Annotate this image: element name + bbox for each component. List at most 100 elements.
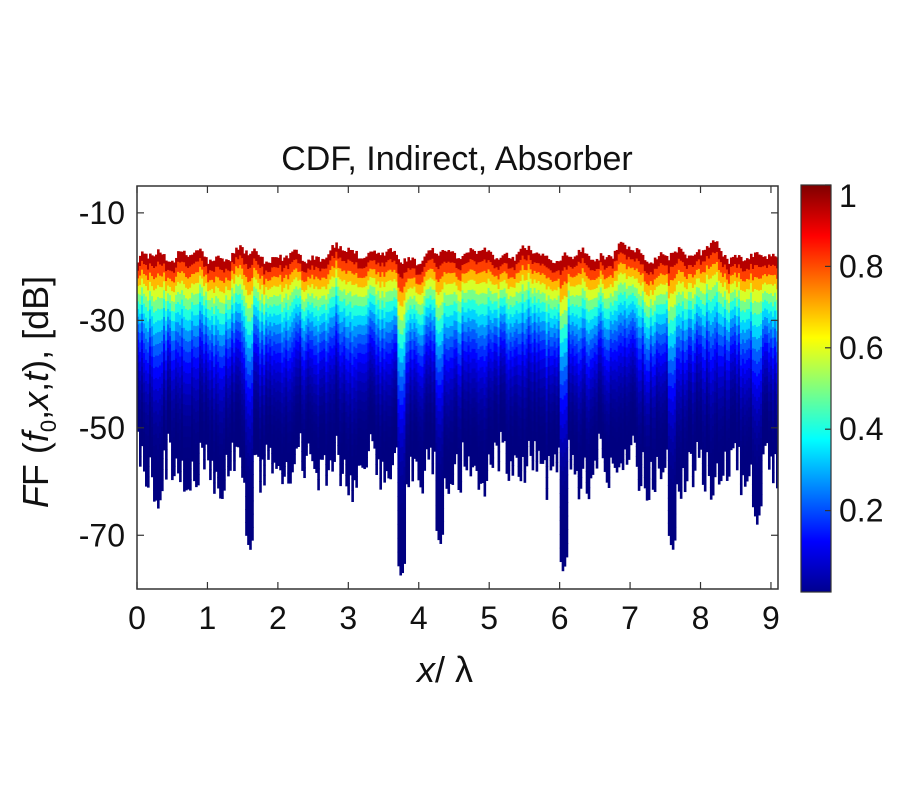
heatmap-cell <box>433 433 437 443</box>
heatmap-cell <box>247 294 250 309</box>
heatmap-cell <box>215 412 218 424</box>
heatmap-cell <box>455 391 459 401</box>
heatmap-cell <box>387 249 390 261</box>
heatmap-cell <box>445 251 449 263</box>
heatmap-cell <box>241 414 244 426</box>
heatmap-cell <box>137 339 140 348</box>
heatmap-cell <box>419 395 423 407</box>
heatmap-cell <box>159 409 162 422</box>
heatmap-cell <box>365 256 368 267</box>
heatmap-cell <box>283 337 286 348</box>
heatmap-cell <box>369 417 372 426</box>
heatmap-cell <box>185 404 188 416</box>
heatmap-cell <box>221 291 224 303</box>
heatmap-cell <box>307 367 310 377</box>
heatmap-cell <box>383 358 386 370</box>
heatmap-cell <box>189 297 192 310</box>
heatmap-cell <box>377 374 380 385</box>
heatmap-cell <box>171 429 174 441</box>
heatmap-cell <box>289 367 292 380</box>
heatmap-cell <box>199 292 202 303</box>
heatmap-cell <box>413 385 417 396</box>
heatmap-cell <box>251 474 254 489</box>
heatmap-cell <box>547 401 551 412</box>
heatmap-cell <box>351 272 354 285</box>
heatmap-cell <box>517 415 521 426</box>
heatmap-cell <box>567 306 571 316</box>
heatmap-cell <box>321 404 324 415</box>
heatmap-cell <box>353 263 356 275</box>
heatmap-cell <box>559 260 563 275</box>
heatmap-cell <box>313 297 316 308</box>
heatmap-cell <box>143 421 146 433</box>
heatmap-cell <box>203 314 206 325</box>
heatmap-cell <box>171 360 174 371</box>
heatmap-cell <box>371 432 374 442</box>
heatmap-cell <box>509 258 513 269</box>
heatmap-cell <box>229 308 232 319</box>
heatmap-cell <box>147 383 150 395</box>
heatmap-cell <box>321 258 324 269</box>
heatmap-cell <box>209 349 212 361</box>
heatmap-cell <box>141 339 144 350</box>
heatmap-cell <box>555 395 559 406</box>
heatmap-cell <box>297 385 300 395</box>
heatmap-cell <box>481 419 485 431</box>
heatmap-cell <box>163 396 166 406</box>
heatmap-cell <box>523 322 527 334</box>
heatmap-cell <box>361 324 364 335</box>
heatmap-cell <box>511 346 515 357</box>
heatmap-cell <box>287 268 290 280</box>
heatmap-cell <box>195 411 198 423</box>
heatmap-cell <box>465 272 469 283</box>
heatmap-cell <box>237 258 240 269</box>
heatmap-cell <box>529 259 533 270</box>
heatmap-cell <box>175 321 178 332</box>
heatmap-cell <box>139 380 142 391</box>
heatmap-cell <box>183 447 186 459</box>
heatmap-cell <box>289 263 292 275</box>
heatmap-cell <box>561 255 565 271</box>
heatmap-cell <box>247 439 250 453</box>
heatmap-cell <box>165 379 168 391</box>
heatmap-cell <box>147 455 150 467</box>
heatmap-column <box>425 253 429 450</box>
heatmap-cell <box>215 305 218 316</box>
heatmap-column <box>431 247 435 475</box>
heatmap-cell <box>221 378 224 390</box>
heatmap-column <box>377 252 380 460</box>
heatmap-cell <box>301 451 304 462</box>
heatmap-cell <box>289 273 292 285</box>
heatmap-cell <box>277 286 280 297</box>
heatmap-cell <box>539 274 543 285</box>
heatmap-cell <box>269 413 272 423</box>
heatmap-cell <box>483 270 487 283</box>
heatmap-cell <box>197 356 200 369</box>
heatmap-cell <box>375 293 378 305</box>
heatmap-cell <box>387 321 390 333</box>
heatmap-cell <box>463 263 467 274</box>
heatmap-cell <box>369 301 372 311</box>
heatmap-cell <box>391 387 394 398</box>
heatmap-cell <box>403 535 407 551</box>
heatmap-cell <box>465 361 469 372</box>
heatmap-cell <box>363 344 366 355</box>
heatmap-cell <box>435 354 439 368</box>
heatmap-cell <box>331 409 334 421</box>
heatmap-cell <box>567 422 571 432</box>
heatmap-cell <box>241 403 244 416</box>
heatmap-cell <box>359 258 362 269</box>
heatmap-cell <box>241 424 244 436</box>
heatmap-cell <box>487 370 491 381</box>
heatmap-cell <box>451 336 455 348</box>
heatmap-cell <box>447 250 451 262</box>
heatmap-cell <box>175 367 178 377</box>
heatmap-cell <box>143 263 146 274</box>
heatmap-cell <box>411 460 415 472</box>
heatmap-cell <box>401 334 405 349</box>
heatmap-cell <box>179 282 182 294</box>
heatmap-cell <box>155 388 158 401</box>
heatmap-cell <box>543 422 547 433</box>
heatmap-cell <box>455 382 459 393</box>
heatmap-cell <box>375 374 378 385</box>
